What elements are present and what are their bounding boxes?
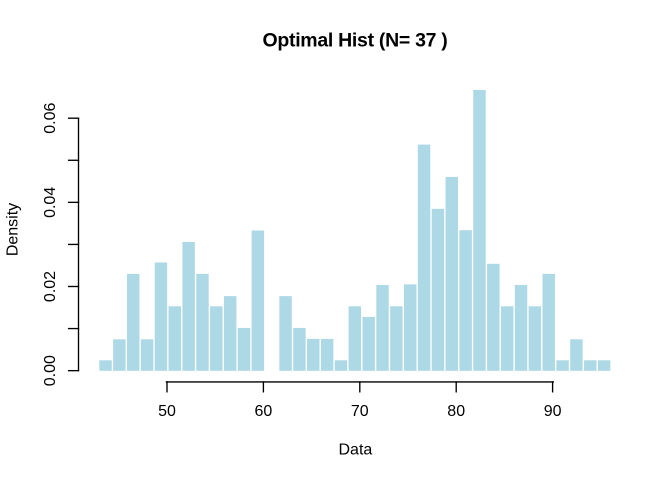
svg-text:80: 80 <box>447 403 465 420</box>
svg-text:Density: Density <box>5 203 22 256</box>
svg-text:70: 70 <box>351 403 369 420</box>
svg-text:0.02: 0.02 <box>42 271 59 302</box>
svg-text:0.00: 0.00 <box>42 355 59 386</box>
svg-text:50: 50 <box>158 403 176 420</box>
svg-text:60: 60 <box>255 403 273 420</box>
svg-text:Data: Data <box>339 441 373 458</box>
svg-text:90: 90 <box>544 403 562 420</box>
svg-text:Optimal Hist (N= 37 ): Optimal Hist (N= 37 ) <box>263 29 448 51</box>
svg-text:0.04: 0.04 <box>42 187 59 218</box>
svg-text:0.06: 0.06 <box>42 103 59 134</box>
